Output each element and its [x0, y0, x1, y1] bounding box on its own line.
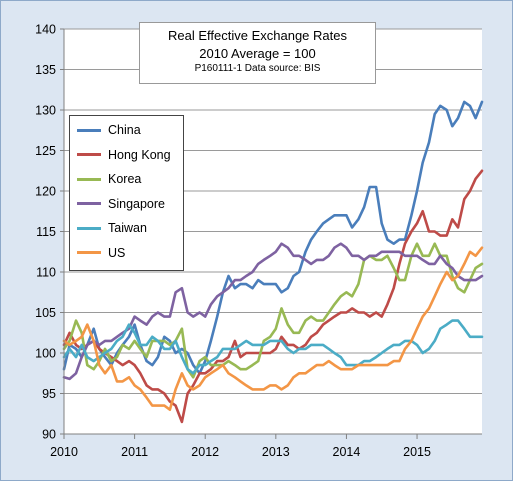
legend: China Hong Kong Korea Singapore Taiwan US	[69, 115, 184, 271]
legend-swatch	[77, 251, 101, 254]
legend-item-china: China	[77, 122, 141, 138]
x-tick-label: 2015	[403, 445, 431, 459]
legend-swatch	[77, 226, 101, 230]
y-tick-label: 130	[35, 104, 56, 118]
legend-label: Hong Kong	[108, 147, 171, 162]
x-tick-label: 2013	[262, 445, 290, 459]
x-tick-label: 2010	[50, 445, 78, 459]
y-tick-label: 120	[35, 185, 56, 199]
series-line-us	[62, 246, 484, 412]
legend-item-hong-kong: Hong Kong	[77, 147, 171, 163]
series-line-korea	[62, 242, 484, 379]
y-axis-ticks: 90 95 100 105 110 115 120 125 130 135 140	[35, 23, 64, 442]
legend-swatch	[77, 177, 101, 181]
legend-swatch	[77, 202, 101, 205]
legend-label: Singapore	[108, 196, 165, 211]
series-line-china	[62, 100, 484, 375]
chart-title-box: Real Effective Exchange Rates 2010 Avera…	[139, 22, 376, 84]
y-tick-label: 125	[35, 144, 56, 158]
legend-swatch	[77, 128, 101, 132]
x-tick-label: 2011	[121, 445, 148, 459]
y-tick-label: 95	[42, 387, 56, 401]
x-tick-label: 2014	[333, 445, 361, 459]
y-tick-label: 90	[42, 428, 56, 442]
y-tick-label: 140	[35, 23, 56, 37]
y-tick-label: 115	[36, 225, 56, 239]
legend-item-singapore: Singapore	[77, 196, 165, 212]
legend-item-taiwan: Taiwan	[77, 220, 147, 236]
legend-label: Korea	[108, 172, 142, 186]
legend-label: China	[108, 123, 141, 137]
x-tick-label: 2012	[191, 445, 219, 459]
legend-item-us: US	[77, 245, 125, 261]
legend-swatch	[77, 153, 101, 156]
y-tick-label: 135	[35, 63, 56, 77]
series-lines	[62, 100, 484, 424]
series-line-hong-kong	[62, 169, 484, 424]
x-axis-ticks: 2010 2011 2012 2013 2014 2015	[50, 434, 431, 459]
legend-item-korea: Korea	[77, 171, 141, 187]
legend-label: US	[108, 245, 126, 260]
chart-source-note: P160111-1 Data source: BIS	[194, 63, 321, 74]
chart-subtitle: 2010 Average = 100	[199, 46, 316, 61]
y-tick-label: 100	[35, 347, 56, 361]
y-tick-label: 105	[35, 306, 56, 320]
chart-title: Real Effective Exchange Rates	[168, 28, 347, 43]
y-tick-label: 110	[36, 266, 56, 280]
series-line-singapore	[62, 242, 484, 381]
legend-label: Taiwan	[108, 221, 147, 235]
